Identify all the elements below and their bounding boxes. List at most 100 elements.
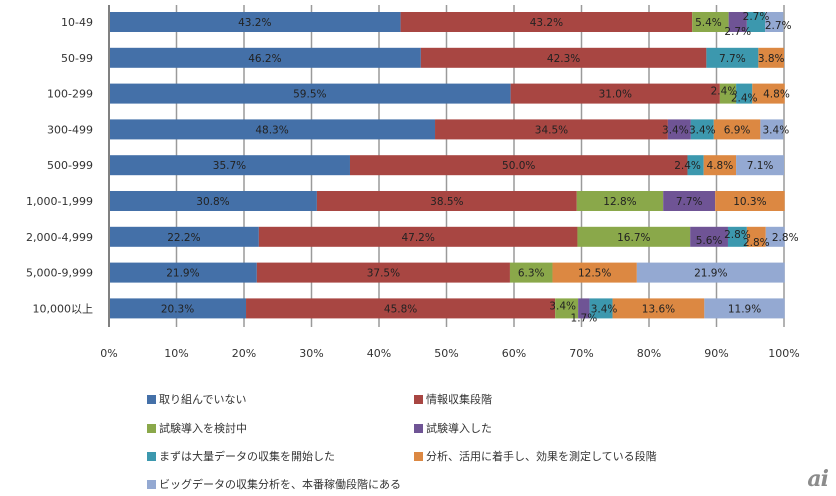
bar-segment <box>727 226 747 247</box>
data-label: 6.9% <box>724 124 751 136</box>
category-label: 10-49 <box>61 16 93 29</box>
data-label: 2.7% <box>743 11 770 23</box>
data-label: 3.4% <box>591 303 618 315</box>
ai-logo: ai <box>807 466 829 492</box>
bar-segment <box>109 262 257 283</box>
category-label: 5,000-9,999 <box>26 267 93 280</box>
data-label: 5.6% <box>696 235 723 247</box>
data-label: 45.8% <box>384 303 417 315</box>
bar-segment <box>246 298 556 319</box>
bar-segment <box>752 83 785 104</box>
data-label: 20.3% <box>161 303 194 315</box>
data-label: 16.7% <box>617 232 650 244</box>
bar-segment <box>736 83 753 104</box>
bar-segment <box>746 12 766 32</box>
data-label: 2.7% <box>724 26 751 38</box>
data-label: 47.2% <box>401 232 434 244</box>
bar-segment <box>578 298 590 319</box>
bar-segment <box>713 119 761 140</box>
bar-segment <box>690 226 728 247</box>
bar-segment <box>258 226 578 247</box>
bar-segment <box>109 191 317 211</box>
data-label: 2.4% <box>731 93 758 105</box>
data-label: 6.3% <box>518 268 545 280</box>
data-label: 11.9% <box>728 303 761 315</box>
bar-segment <box>612 298 705 319</box>
bar-segment <box>663 191 716 211</box>
bar-segment <box>109 155 350 176</box>
category-label: 100-299 <box>47 88 93 101</box>
data-label: 59.5% <box>293 89 326 101</box>
bar-segment <box>435 119 668 140</box>
x-tick-label: 30% <box>299 347 323 360</box>
bar-segment <box>746 226 766 247</box>
bar-segment <box>715 191 785 211</box>
data-label: 43.2% <box>530 17 563 29</box>
data-label: 2.4% <box>674 160 701 172</box>
bar-segment <box>510 83 720 104</box>
data-label: 7.7% <box>676 196 703 208</box>
bar-segment <box>703 155 737 176</box>
x-tick-label: 100% <box>768 347 799 360</box>
category-labels: 10-49 50-99 100-299 300-499 500-999 1,000-1,9… <box>26 16 93 315</box>
bar-segment <box>728 12 747 32</box>
data-label: 3.4% <box>662 124 689 136</box>
bar-segment <box>420 47 707 68</box>
x-tick-label: 10% <box>164 347 188 360</box>
x-tick-label: 90% <box>704 347 728 360</box>
bar-segment <box>706 47 759 68</box>
data-label: 21.9% <box>166 268 199 280</box>
bar-segment <box>109 298 247 319</box>
data-label: 34.5% <box>535 124 568 136</box>
data-label: 12.8% <box>603 196 636 208</box>
data-label: 3.4% <box>549 300 576 312</box>
data-label: 35.7% <box>213 160 246 172</box>
x-tick-label: 20% <box>232 347 256 360</box>
x-tick-label: 80% <box>637 347 661 360</box>
bar-segment <box>109 47 421 68</box>
data-label: 46.2% <box>248 53 281 65</box>
data-label: 3.4% <box>763 124 790 136</box>
bar-segment <box>667 119 691 140</box>
x-tick-label: 70% <box>569 347 593 360</box>
data-label: 7.1% <box>747 160 774 172</box>
x-tick-label: 40% <box>367 347 391 360</box>
bar-segment <box>589 298 613 319</box>
bar-segment <box>687 155 704 176</box>
x-tick-label: 0% <box>100 347 117 360</box>
data-label: 13.6% <box>642 303 675 315</box>
bar-segment <box>509 262 553 283</box>
data-label: 38.5% <box>430 196 463 208</box>
data-label: 37.5% <box>367 268 400 280</box>
bar-segment <box>704 298 785 319</box>
bar-segment <box>109 83 511 104</box>
bar-segment <box>109 226 259 247</box>
bar-segment <box>552 262 637 283</box>
bar-segment <box>349 155 688 176</box>
x-axis-ticks: 0% 10% 20% 30% 40% 50% 60% 70% 80% 90% 100% <box>100 347 799 360</box>
bar-segment <box>636 262 785 283</box>
data-label: 42.3% <box>547 53 580 65</box>
category-label: 500-999 <box>47 159 93 172</box>
data-labels: 43.2% 43.2% 5.4%2.7%2.7%2.7%46.2% 42.3% 7.7%… <box>161 11 799 324</box>
data-label: 30.8% <box>196 196 229 208</box>
data-label: 3.8% <box>758 53 785 65</box>
bars <box>109 12 785 319</box>
category-label: 1,000-1,999 <box>26 195 93 208</box>
bar-segment <box>765 12 784 32</box>
data-label: 2.8% <box>743 237 770 249</box>
bar-segment <box>576 191 664 211</box>
data-label: 50.0% <box>502 160 535 172</box>
bar-segment <box>690 119 714 140</box>
data-label: 2.7% <box>765 20 792 32</box>
data-label: 5.4% <box>695 17 722 29</box>
bar-segment <box>109 12 401 32</box>
data-label: 4.8% <box>707 160 734 172</box>
category-label: 2,000-4,999 <box>26 231 93 244</box>
data-label: 10.3% <box>733 196 766 208</box>
bar-segment <box>760 119 784 140</box>
category-label: 300-499 <box>47 123 93 136</box>
data-label: 4.8% <box>763 89 790 101</box>
category-label: 10,000以上 <box>33 302 94 315</box>
